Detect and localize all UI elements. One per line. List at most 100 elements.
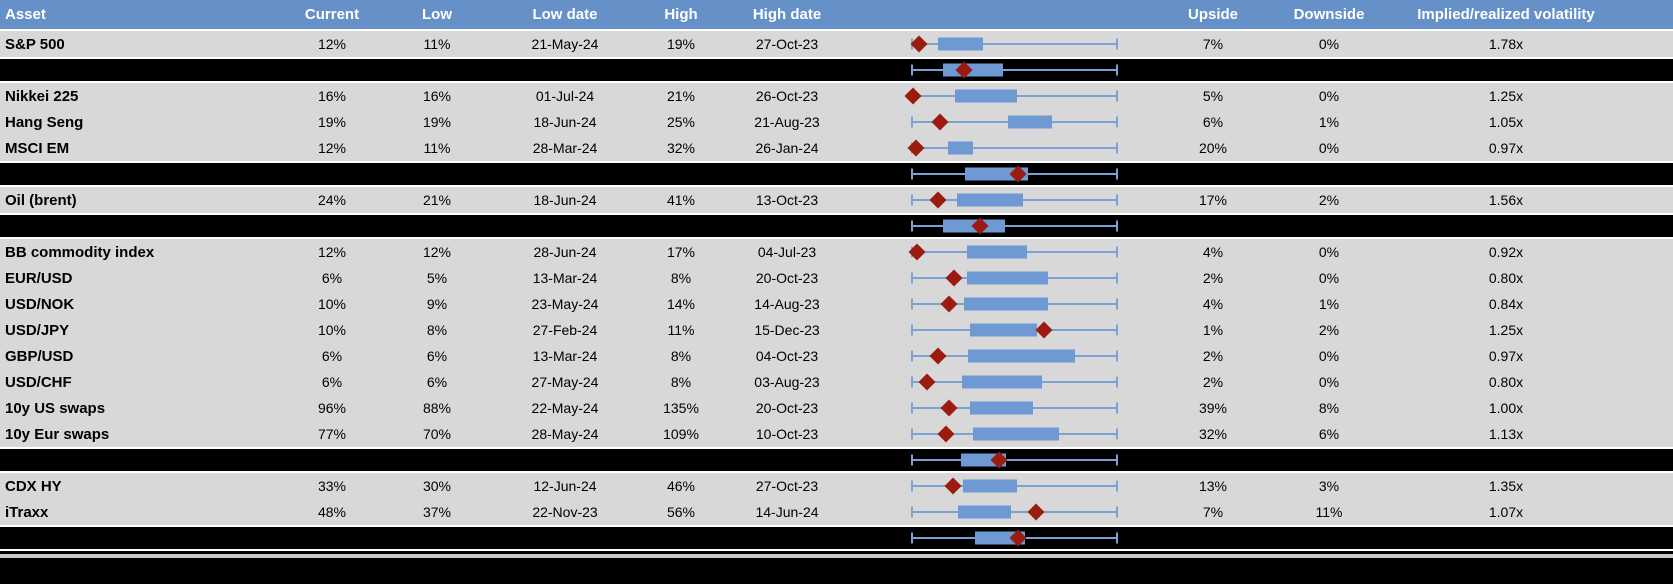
cell-high[interactable]: 17% [666,244,696,260]
cell-high[interactable]: 8% [670,270,692,286]
cell-implied-realized[interactable]: 0.80x [1488,270,1524,286]
cell-low-date[interactable]: 23-May-24 [531,296,599,312]
cell-downside[interactable]: 1% [1318,296,1340,312]
cell-high-date[interactable]: 21-Aug-23 [754,114,820,130]
cell-asset[interactable]: iTraxx [5,503,49,521]
cell-high-date[interactable]: 27-Oct-23 [755,478,819,494]
cell-asset[interactable]: S&P 500 [5,35,65,53]
cell-asset[interactable]: USD/NOK [5,295,75,313]
cell-asset[interactable]: 10y Eur swaps [5,425,110,443]
cell-low-date[interactable]: 27-May-24 [531,374,599,390]
cell-implied-realized[interactable]: 0.97x [1488,140,1524,156]
column-header-upside[interactable]: Upside [1187,6,1238,23]
cell-current[interactable]: 12% [317,244,347,260]
cell-low-date[interactable]: 22-Nov-23 [532,504,598,520]
cell-downside[interactable]: 0% [1318,374,1340,390]
cell-low[interactable]: 30% [422,478,452,494]
cell-current[interactable]: 6% [321,270,343,286]
cell-high[interactable]: 32% [666,140,696,156]
column-header-implied-realized[interactable]: Implied/realized volatility [1417,6,1595,23]
column-header-downside[interactable]: Downside [1294,6,1364,23]
cell-downside[interactable]: 6% [1318,426,1340,442]
cell-current[interactable]: 96% [317,400,347,416]
cell-downside[interactable]: 0% [1318,270,1340,286]
cell-asset[interactable]: CDX HY [5,477,62,495]
cell-upside[interactable]: 32% [1198,426,1228,442]
column-header-high[interactable]: High [664,6,698,23]
cell-low[interactable]: 88% [422,400,452,416]
cell-upside[interactable]: 13% [1198,478,1228,494]
cell-current[interactable]: 19% [317,114,347,130]
cell-high-date[interactable]: 20-Oct-23 [755,270,819,286]
cell-low[interactable]: 12% [422,244,452,260]
cell-upside[interactable]: 4% [1202,244,1224,260]
cell-low-date[interactable]: 13-Mar-24 [532,270,598,286]
cell-current[interactable]: 12% [317,140,347,156]
column-header-high-date[interactable]: High date [752,6,822,23]
cell-high-date[interactable]: 26-Jan-24 [755,140,819,156]
column-header-asset[interactable]: Asset [5,6,46,23]
cell-current[interactable]: 10% [317,296,347,312]
cell-downside[interactable]: 3% [1318,478,1340,494]
cell-asset[interactable]: Oil (brent) [5,191,77,209]
cell-upside[interactable]: 17% [1198,192,1228,208]
cell-downside[interactable]: 8% [1318,400,1340,416]
cell-asset[interactable]: MSCI EM [5,139,70,157]
cell-upside[interactable]: 5% [1202,88,1224,104]
cell-high[interactable]: 11% [667,322,695,338]
cell-upside[interactable]: 6% [1202,114,1224,130]
cell-upside[interactable]: 39% [1198,400,1228,416]
cell-high[interactable]: 21% [666,88,696,104]
cell-high[interactable]: 14% [666,296,696,312]
cell-implied-realized[interactable]: 1.56x [1488,192,1524,208]
cell-upside[interactable]: 2% [1202,374,1224,390]
cell-asset[interactable]: Hang Seng [5,113,84,131]
cell-low-date[interactable]: 28-May-24 [531,426,599,442]
cell-asset[interactable]: Nikkei 225 [5,87,79,105]
cell-high[interactable]: 41% [666,192,696,208]
cell-high[interactable]: 56% [666,504,696,520]
cell-current[interactable]: 16% [317,88,347,104]
cell-high-date[interactable]: 04-Oct-23 [755,348,819,364]
cell-implied-realized[interactable]: 1.25x [1488,322,1524,338]
cell-low[interactable]: 6% [426,348,448,364]
cell-downside[interactable]: 2% [1318,322,1340,338]
cell-low[interactable]: 5% [426,270,448,286]
cell-implied-realized[interactable]: 0.84x [1488,296,1524,312]
cell-low[interactable]: 19% [422,114,452,130]
cell-current[interactable]: 33% [317,478,347,494]
cell-low-date[interactable]: 01-Jul-24 [535,88,595,104]
cell-implied-realized[interactable]: 1.35x [1488,478,1524,494]
cell-low[interactable]: 16% [422,88,452,104]
cell-downside[interactable]: 0% [1318,140,1340,156]
cell-asset[interactable]: USD/CHF [5,373,72,391]
cell-high[interactable]: 135% [663,400,699,416]
cell-high[interactable]: 8% [670,348,692,364]
cell-low-date[interactable]: 12-Jun-24 [533,478,597,494]
cell-asset[interactable]: EUR/USD [5,269,73,287]
cell-high-date[interactable]: 04-Jul-23 [757,244,817,260]
cell-low-date[interactable]: 18-Jun-24 [533,192,597,208]
cell-high-date[interactable]: 14-Jun-24 [755,504,819,520]
cell-implied-realized[interactable]: 0.80x [1488,374,1524,390]
cell-low[interactable]: 9% [426,296,448,312]
cell-downside[interactable]: 1% [1318,114,1340,130]
cell-high[interactable]: 25% [666,114,696,130]
cell-low[interactable]: 70% [422,426,452,442]
cell-current[interactable]: 6% [321,374,343,390]
cell-current[interactable]: 48% [317,504,347,520]
cell-current[interactable]: 24% [317,192,347,208]
cell-downside[interactable]: 0% [1318,88,1340,104]
cell-upside[interactable]: 2% [1202,348,1224,364]
cell-low-date[interactable]: 28-Mar-24 [532,140,598,156]
cell-high[interactable]: 8% [670,374,692,390]
cell-downside[interactable]: 0% [1318,36,1340,52]
cell-upside[interactable]: 1% [1202,322,1224,338]
cell-upside[interactable]: 4% [1202,296,1224,312]
cell-high-date[interactable]: 10-Oct-23 [755,426,819,442]
cell-low-date[interactable]: 21-May-24 [531,36,599,52]
cell-implied-realized[interactable]: 1.13x [1488,426,1524,442]
cell-upside[interactable]: 7% [1202,36,1224,52]
cell-low[interactable]: 21% [422,192,452,208]
cell-low[interactable]: 11% [423,36,451,52]
